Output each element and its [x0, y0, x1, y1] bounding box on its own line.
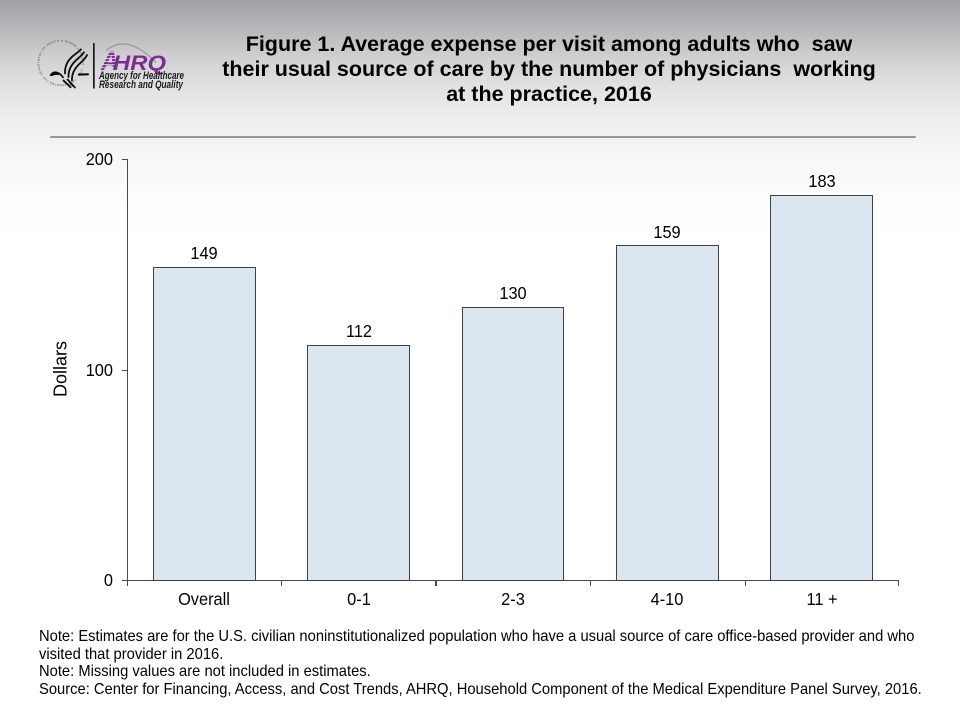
svg-text:Research and Quality: Research and Quality [99, 79, 184, 91]
svg-text:Agency for Healthcare: Agency for Healthcare [98, 70, 184, 82]
svg-text:A: A [100, 46, 118, 76]
svg-text:THE DEPARTMENT OF HEALTH & HUM: THE DEPARTMENT OF HEALTH & HUMAN SERVICE… [36, 36, 85, 87]
svg-text:HRQ: HRQ [113, 51, 166, 75]
